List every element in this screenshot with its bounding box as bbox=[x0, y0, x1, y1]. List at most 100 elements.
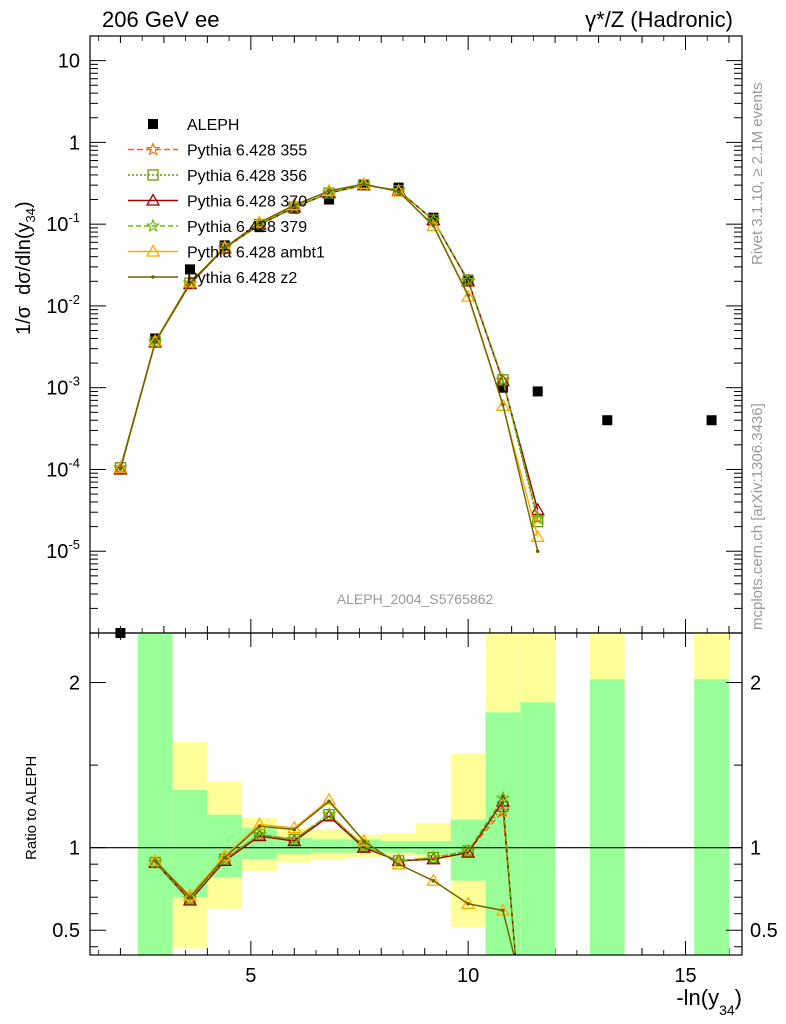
series-line bbox=[119, 184, 539, 522]
legend-marker bbox=[145, 193, 161, 206]
mc-point bbox=[530, 509, 545, 524]
main-panel: 10 1 10-1 10-2 10-3 10-4 10-5 ALEPH_2004_S57658… bbox=[46, 35, 743, 955]
data-point bbox=[150, 333, 161, 344]
band-inner bbox=[137, 633, 173, 955]
y-tick-exponent: -1 bbox=[68, 210, 80, 225]
band-inner bbox=[589, 679, 625, 955]
ratio-point bbox=[426, 850, 441, 864]
series-line bbox=[119, 184, 539, 519]
ratio-line bbox=[154, 799, 517, 955]
ratio-point bbox=[495, 803, 511, 818]
data-point bbox=[219, 240, 230, 251]
mc-point bbox=[148, 333, 163, 347]
mc-point bbox=[431, 223, 436, 228]
legend-label: Pythia 6.428 379 bbox=[187, 219, 307, 236]
ratio-xlabel: -ln(y34) bbox=[676, 985, 742, 1018]
right-title: γ*/Z (Hadronic) bbox=[585, 7, 733, 32]
band-inner bbox=[172, 789, 208, 898]
series-line bbox=[119, 183, 539, 552]
ratio-line bbox=[154, 800, 515, 955]
ratio-y-tick-label: 2 bbox=[69, 673, 80, 695]
ratio-point bbox=[287, 831, 302, 846]
legend-label: Pythia 6.428 z2 bbox=[187, 270, 297, 287]
mc-point bbox=[292, 203, 297, 208]
mc-point bbox=[118, 466, 123, 471]
ratio-point bbox=[431, 878, 436, 883]
mc-point bbox=[182, 274, 198, 288]
y-tick-label: 10-3 bbox=[46, 374, 80, 400]
mc-point bbox=[426, 212, 441, 227]
y-tick-label: 10-4 bbox=[46, 455, 80, 481]
ratio-point bbox=[327, 799, 331, 804]
mc-point bbox=[532, 516, 544, 528]
legend-label: Pythia 6.428 ambt1 bbox=[187, 245, 325, 262]
y-tick-label: 10-2 bbox=[46, 292, 80, 318]
mc-point bbox=[217, 240, 232, 253]
ratio-point bbox=[148, 853, 163, 867]
series-line bbox=[119, 184, 539, 518]
mc-point bbox=[188, 281, 192, 285]
ratio-panel: 5 10 15 0.5 0.5 1 1 2 2 bbox=[52, 632, 778, 987]
ratio-point bbox=[222, 855, 227, 860]
ratio-point bbox=[396, 862, 401, 866]
mc-point bbox=[530, 502, 545, 516]
main-ylabel: 1/σ dσ/dln(y34) bbox=[13, 201, 38, 335]
ratio-point bbox=[362, 839, 366, 843]
ratio-point bbox=[391, 856, 406, 870]
series-line bbox=[119, 184, 539, 511]
y-tick-label: 10 bbox=[58, 51, 80, 73]
mc-point bbox=[113, 460, 128, 473]
ratio-point bbox=[252, 817, 267, 830]
band-inner bbox=[520, 702, 556, 955]
ratio-point bbox=[466, 902, 470, 906]
mc-point bbox=[356, 177, 371, 192]
legend-marker bbox=[145, 141, 161, 156]
mc-point bbox=[495, 398, 511, 411]
mc-point bbox=[530, 511, 545, 525]
mc-point bbox=[153, 340, 157, 345]
ratio-y-tick-label-right: 0.5 bbox=[750, 920, 778, 942]
mc-point bbox=[461, 289, 476, 302]
ratio-point bbox=[461, 896, 476, 909]
mc-point bbox=[356, 176, 371, 190]
data-point bbox=[428, 212, 439, 223]
ratio-y-tick-label-right: 1 bbox=[750, 838, 761, 860]
analysis-watermark: ALEPH_2004_S5765862 bbox=[337, 591, 494, 607]
mc-point bbox=[466, 293, 470, 298]
data-point bbox=[324, 194, 335, 205]
y-tick-exponent: -4 bbox=[68, 455, 80, 470]
data-point bbox=[289, 203, 300, 214]
x-tick-label: 10 bbox=[457, 965, 479, 987]
band-inner bbox=[381, 841, 416, 853]
ratio-ylabel: Ratio to ALEPH bbox=[23, 756, 40, 860]
mc-point bbox=[362, 182, 366, 186]
ratio-point bbox=[321, 807, 337, 821]
ratio-point bbox=[188, 895, 192, 900]
ratio-point bbox=[252, 826, 267, 841]
y-tick-exponent: -3 bbox=[68, 374, 80, 389]
legend-marker bbox=[147, 169, 159, 181]
data-point bbox=[532, 386, 543, 397]
mc-point bbox=[327, 189, 331, 193]
band-inner bbox=[485, 712, 521, 955]
mc-point bbox=[535, 549, 540, 554]
mc-point bbox=[222, 245, 227, 250]
mc-point bbox=[461, 272, 476, 287]
legend-label: Pythia 6.428 356 bbox=[187, 168, 307, 185]
ratio-point bbox=[321, 792, 337, 805]
series-line bbox=[119, 183, 539, 537]
band-inner bbox=[694, 679, 729, 955]
y-tick-exponent: -5 bbox=[68, 537, 80, 552]
legend-marker bbox=[145, 244, 161, 257]
legend-label: ALEPH bbox=[187, 117, 239, 134]
ratio-point bbox=[356, 833, 371, 847]
mc-point bbox=[396, 189, 401, 194]
y-tick-label: 10-5 bbox=[46, 537, 80, 563]
legend-marker bbox=[148, 119, 158, 129]
data-point bbox=[602, 415, 613, 426]
legend-label: Pythia 6.428 370 bbox=[187, 194, 307, 211]
ratio-point bbox=[153, 859, 157, 863]
data-point bbox=[497, 382, 508, 393]
data-point bbox=[706, 415, 717, 426]
